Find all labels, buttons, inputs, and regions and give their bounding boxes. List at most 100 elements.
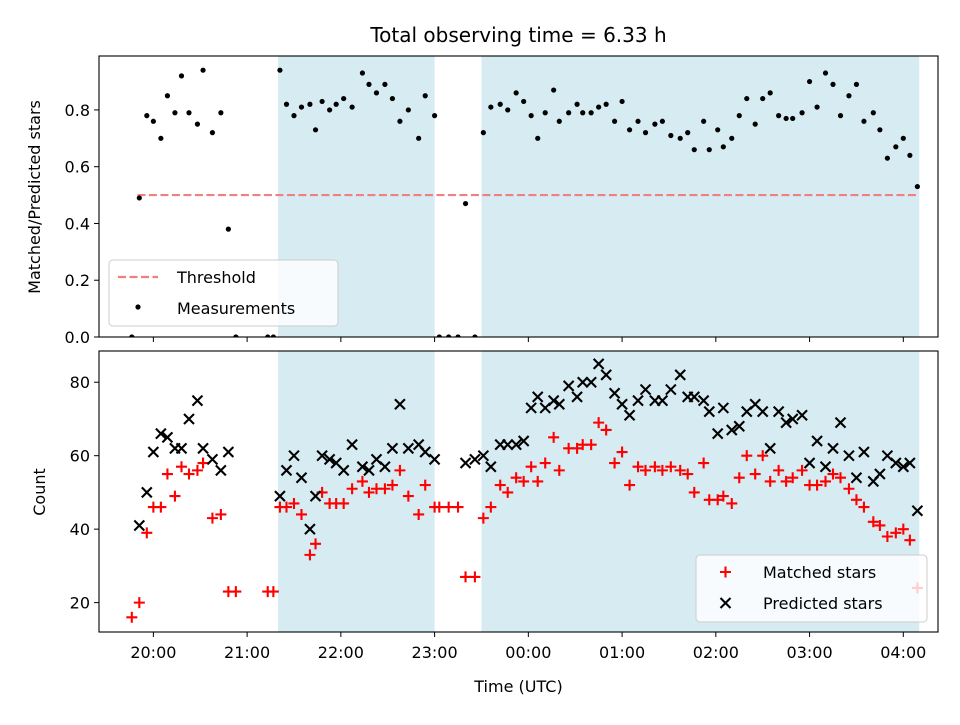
measurements-point [488,104,494,110]
legend-threshold-label: Threshold [176,268,256,287]
matched-stars-point [600,424,612,436]
matched-stars-point [682,468,694,480]
y-tick-label: 20 [70,594,90,613]
predicted-stars-point [656,394,669,407]
predicted-stars-point [843,449,855,462]
measurements-point [736,113,742,119]
predicted-stars-point [811,435,823,447]
measurements-point [333,101,339,107]
measurements-point [853,81,860,87]
panel-1-plot-area [126,351,924,632]
predicted-stars-point [726,424,738,436]
matched-stars-point [402,490,414,502]
y-axis-label-top: Matched/Predicted stars [25,100,44,294]
predicted-stars-point [191,394,204,407]
predicted-stars-point [459,457,472,469]
measurements-point [291,113,297,119]
predicted-stars-point [632,394,644,407]
x-tick-label: 21:00 [224,643,270,662]
measurements-point [341,95,347,102]
predicted-stars-point [161,431,174,444]
measurements-point [416,135,422,141]
predicted-stars-point [363,464,375,477]
matched-stars-point [288,497,300,509]
predicted-stars-point [402,442,415,455]
predicted-stars-point [147,446,160,458]
matched-stars-point [881,530,893,542]
measurements-point [373,90,380,96]
measurements-point [505,107,511,113]
matched-stars-point [379,483,391,495]
predicted-stars-point [175,442,188,455]
measurements-point [619,98,625,105]
matched-stars-point [858,501,870,513]
measurements-point [846,93,852,99]
matched-stars-point [726,497,738,509]
measurements-point [144,113,150,119]
predicted-stars-point [337,464,350,477]
matched-stars-point [215,508,227,520]
predicted-stars-point [155,427,167,440]
predicted-stars-point [911,505,924,517]
panel-0-plot-area [129,56,920,337]
predicted-stars-point [780,416,792,429]
predicted-stars-point [477,449,490,462]
matched-stars-point [624,479,636,491]
measurements-point [611,118,618,124]
legend-frame [108,259,339,327]
predicted-stars-point [890,457,902,469]
measurements-point [790,115,796,122]
predicted-stars-point [616,398,628,411]
matched-stars-point [141,527,153,539]
matched-stars-point [133,597,145,609]
y-tick-label: 60 [70,447,90,466]
predicted-stars-point [733,420,746,433]
matched-stars-point [757,450,769,462]
predicted-stars-point [295,471,308,484]
matched-stars-point [386,479,398,491]
y-tick-label: 0.4 [65,214,90,233]
measurements-point [822,70,829,76]
plot-layer: 0.0 0.2 0.4 0.6 0.8 20 40 60 80 20:00 21:00 22:00 23… [65,55,939,662]
matched-stars-point [443,501,455,513]
matched-stars-point [539,457,551,469]
measurements-point [164,93,171,99]
matched-stars-point [867,516,879,528]
predicted-stars-point [525,402,537,414]
predicted-stars-point [141,486,153,499]
legend-frame [695,554,928,623]
measurements-point [200,67,206,73]
matched-stars-point [502,486,514,498]
predicted-stars-point [309,490,322,502]
matched-stars-point [749,468,761,480]
matched-stars-point [363,486,375,498]
measurements-point [405,107,411,113]
measurements-point [900,135,906,141]
measurements-point [327,107,333,113]
measurements-point [556,118,562,124]
measurements-point [283,101,290,107]
matched-stars-point [485,501,497,513]
measurements-point [691,147,697,153]
measurements-point [551,87,557,93]
predicted-stars-point [280,464,293,477]
y-tick-label: 0.8 [65,101,90,120]
measurements-point [218,110,224,116]
shaded-interval-0 [278,351,435,632]
measurements-point [830,81,836,87]
predicted-stars-point [674,369,686,381]
measurements-point [225,226,231,232]
legend-predicted-swatch [719,597,732,609]
matched-stars-point [304,549,316,561]
predicted-stars-point [585,376,597,388]
predicted-stars-point [600,369,612,381]
predicted-stars-point [183,413,195,425]
predicted-stars-point [133,519,146,532]
measurements-point [580,110,586,116]
matched-stars-point [897,523,909,535]
predicted-stars-point [197,442,209,455]
x-tick-label: 01:00 [599,643,645,662]
predicted-stars-point [796,409,808,422]
